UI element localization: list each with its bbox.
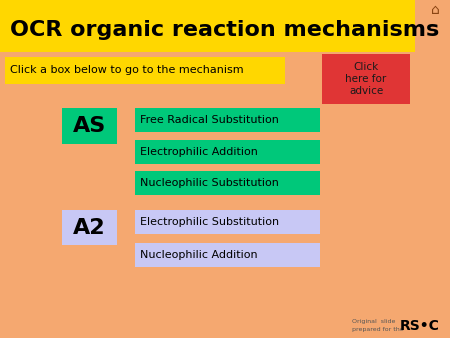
- Text: Original  slide: Original slide: [352, 319, 396, 324]
- Text: Electrophilic Addition: Electrophilic Addition: [140, 147, 258, 157]
- FancyBboxPatch shape: [135, 171, 320, 195]
- FancyBboxPatch shape: [5, 57, 285, 84]
- FancyBboxPatch shape: [322, 54, 410, 104]
- Text: Click a box below to go to the mechanism: Click a box below to go to the mechanism: [10, 65, 243, 75]
- FancyBboxPatch shape: [135, 108, 320, 132]
- Text: Electrophilic Substitution: Electrophilic Substitution: [140, 217, 279, 227]
- Text: OCR organic reaction mechanisms: OCR organic reaction mechanisms: [10, 20, 439, 40]
- FancyBboxPatch shape: [135, 210, 320, 234]
- FancyBboxPatch shape: [62, 210, 117, 245]
- Text: Click
here for
advice: Click here for advice: [346, 63, 387, 96]
- Text: AS: AS: [73, 116, 106, 136]
- Text: prepared for the: prepared for the: [352, 328, 404, 333]
- Text: RS•C: RS•C: [400, 319, 440, 333]
- FancyBboxPatch shape: [135, 140, 320, 164]
- FancyBboxPatch shape: [62, 108, 117, 144]
- Text: Nucleophilic Addition: Nucleophilic Addition: [140, 250, 257, 260]
- Text: Free Radical Substitution: Free Radical Substitution: [140, 115, 279, 125]
- Text: Nucleophilic Substitution: Nucleophilic Substitution: [140, 178, 279, 188]
- FancyBboxPatch shape: [135, 243, 320, 267]
- Text: ⌂: ⌂: [431, 3, 439, 17]
- FancyBboxPatch shape: [0, 0, 415, 52]
- Text: A2: A2: [73, 217, 106, 238]
